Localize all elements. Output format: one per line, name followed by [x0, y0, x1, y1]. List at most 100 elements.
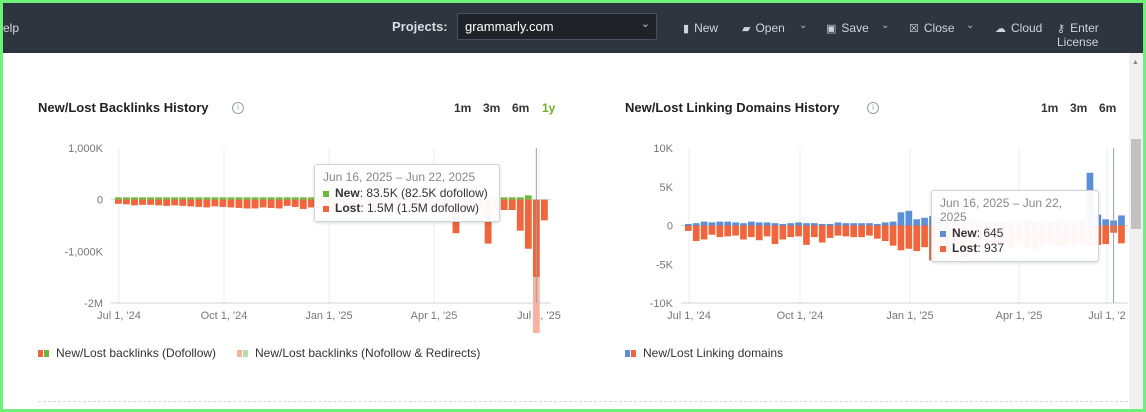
lost-bar[interactable] — [787, 225, 795, 238]
new-bar[interactable] — [748, 221, 755, 226]
new-bar[interactable] — [267, 197, 275, 200]
lost-bar[interactable] — [771, 225, 779, 245]
new-bar[interactable] — [139, 197, 146, 200]
lost-bar[interactable] — [740, 225, 747, 240]
lost-bar[interactable] — [1102, 225, 1110, 245]
lost-bar[interactable] — [881, 225, 889, 242]
new-bar[interactable] — [842, 223, 850, 226]
lost-bar[interactable] — [155, 199, 163, 206]
lost-bar[interactable] — [913, 225, 921, 252]
info-icon[interactable]: i — [867, 102, 879, 114]
new-bar[interactable] — [123, 197, 130, 200]
new-bar[interactable] — [211, 197, 219, 200]
lost-bar[interactable] — [1118, 225, 1125, 244]
lost-bar[interactable] — [508, 199, 516, 210]
range-1y[interactable]: 1y — [542, 101, 556, 115]
save-button[interactable]: ▣ Save — [826, 21, 869, 35]
new-bar[interactable] — [881, 222, 889, 226]
lost-bar[interactable] — [187, 199, 195, 207]
lost-bar[interactable] — [685, 225, 692, 231]
lost-bar[interactable] — [811, 225, 818, 238]
new-bar[interactable] — [147, 197, 154, 200]
info-icon[interactable]: i — [232, 102, 244, 114]
lost-bar[interactable] — [259, 199, 267, 208]
new-bar[interactable] — [740, 223, 747, 226]
lost-bar[interactable] — [243, 199, 251, 209]
lost-bar[interactable] — [818, 225, 826, 243]
lost-bar[interactable] — [858, 225, 865, 238]
lost-bar[interactable] — [211, 199, 219, 207]
new-bar[interactable] — [171, 197, 179, 200]
lost-bar[interactable] — [889, 225, 897, 246]
new-bar[interactable] — [787, 223, 795, 226]
new-bar[interactable] — [179, 197, 187, 200]
lost-bar[interactable] — [716, 225, 724, 238]
lost-bar[interactable] — [275, 199, 283, 209]
lost-bar[interactable] — [795, 225, 802, 237]
new-bar[interactable] — [1118, 215, 1125, 226]
new-bar[interactable] — [803, 223, 810, 226]
new-bar[interactable] — [826, 223, 834, 226]
new-bar[interactable] — [913, 219, 921, 226]
help-menu[interactable]: elp — [3, 21, 20, 35]
lost-bar[interactable] — [516, 199, 524, 231]
vertical-scrollbar[interactable]: ▲ — [1129, 53, 1143, 409]
scrollbar-thumb[interactable] — [1131, 139, 1141, 229]
lost-bar[interactable] — [179, 199, 187, 206]
new-bar[interactable] — [732, 222, 739, 226]
lost-bar[interactable] — [235, 199, 243, 208]
lost-bar[interactable] — [700, 225, 708, 240]
new-bar[interactable] — [195, 197, 203, 200]
project-select[interactable]: grammarly.com ⌄ — [457, 13, 657, 40]
new-bar[interactable] — [516, 197, 524, 200]
lost-bar[interactable] — [905, 225, 913, 249]
new-bar[interactable] — [700, 221, 708, 226]
lost-bar[interactable] — [692, 225, 700, 242]
new-bar[interactable] — [866, 223, 873, 226]
new-bar[interactable] — [889, 221, 897, 226]
new-bar[interactable] — [187, 197, 195, 200]
lost-bar[interactable] — [921, 225, 928, 248]
new-bar[interactable] — [115, 197, 122, 200]
range-6m[interactable]: 6m — [1099, 101, 1117, 115]
range-3m[interactable]: 3m — [483, 101, 501, 115]
lost-nofollow-bar[interactable] — [532, 277, 540, 333]
new-bar[interactable] — [131, 197, 138, 200]
lost-bar[interactable] — [251, 199, 259, 209]
new-bar[interactable] — [858, 223, 865, 226]
save-dropdown-chevron-icon[interactable]: ⌄ — [881, 20, 890, 31]
close-dropdown-chevron-icon[interactable]: ⌄ — [966, 20, 975, 31]
backlinks-legend-nofollow[interactable]: New/Lost backlinks (Nofollow & Redirects… — [237, 346, 480, 360]
lost-bar[interactable] — [123, 199, 130, 205]
lost-bar[interactable] — [540, 199, 548, 221]
new-bar[interactable] — [708, 222, 716, 226]
range-1m[interactable]: 1m — [454, 101, 472, 115]
new-bar[interactable] — [299, 197, 307, 200]
new-bar[interactable] — [897, 212, 905, 226]
new-bar[interactable] — [763, 222, 771, 226]
lost-bar[interactable] — [147, 199, 154, 205]
lost-bar[interactable] — [131, 199, 138, 206]
open-dropdown-chevron-icon[interactable]: ⌄ — [799, 20, 808, 31]
new-bar[interactable] — [155, 197, 163, 200]
range-6m[interactable]: 6m — [512, 101, 530, 115]
new-button[interactable]: ▮ New — [683, 21, 718, 35]
lost-bar[interactable] — [139, 199, 146, 205]
new-bar[interactable] — [275, 197, 283, 200]
lost-bar[interactable] — [826, 225, 834, 238]
open-button[interactable]: ▰ Open — [742, 21, 785, 35]
lost-bar[interactable] — [850, 225, 858, 238]
lost-bar[interactable] — [897, 225, 905, 251]
new-bar[interactable] — [508, 197, 516, 200]
new-bar[interactable] — [219, 197, 227, 200]
lost-bar[interactable] — [195, 199, 203, 207]
new-bar[interactable] — [307, 197, 315, 200]
new-bar[interactable] — [259, 197, 267, 200]
new-bar[interactable] — [500, 197, 508, 200]
new-bar[interactable] — [771, 223, 779, 226]
new-bar[interactable] — [755, 222, 763, 226]
lost-bar[interactable] — [307, 199, 315, 208]
new-bar[interactable] — [227, 197, 235, 200]
new-bar[interactable] — [834, 222, 842, 226]
lost-bar[interactable] — [500, 199, 508, 210]
